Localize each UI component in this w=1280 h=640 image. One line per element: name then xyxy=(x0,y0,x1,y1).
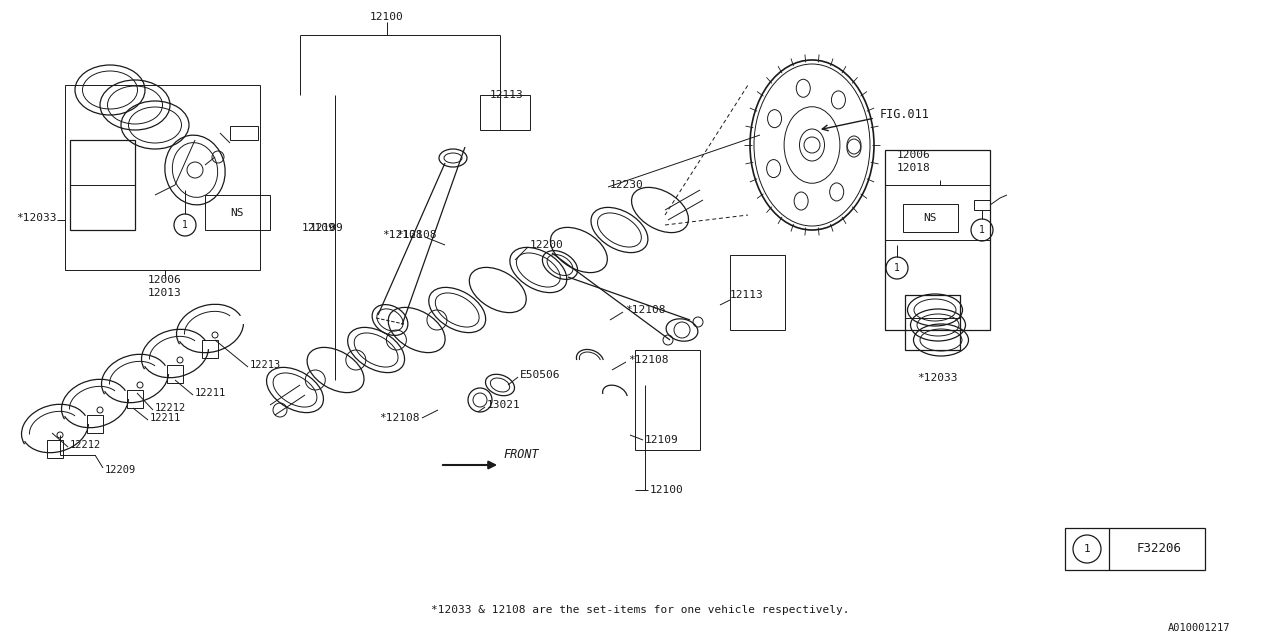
Bar xyxy=(1065,528,1204,570)
Text: 1: 1 xyxy=(1084,544,1091,554)
Text: 12013: 12013 xyxy=(148,288,182,298)
Bar xyxy=(127,390,143,408)
Bar xyxy=(884,150,989,330)
Text: 12200: 12200 xyxy=(530,240,563,250)
Text: 12209: 12209 xyxy=(105,465,136,475)
Text: 13021: 13021 xyxy=(486,400,521,410)
Bar xyxy=(166,365,183,383)
Bar xyxy=(47,440,63,458)
Text: 12213: 12213 xyxy=(250,360,282,370)
Text: 12100: 12100 xyxy=(650,485,684,495)
Bar xyxy=(905,295,960,350)
Text: 12006: 12006 xyxy=(897,150,931,160)
Text: 12113: 12113 xyxy=(490,90,524,100)
Text: 12109: 12109 xyxy=(301,223,335,233)
Text: 1: 1 xyxy=(893,263,900,273)
Bar xyxy=(70,140,134,230)
Bar xyxy=(635,350,700,450)
Bar xyxy=(205,195,270,230)
Bar xyxy=(202,340,218,358)
Text: 12018: 12018 xyxy=(897,163,931,173)
Text: FRONT: FRONT xyxy=(503,449,539,461)
Text: 1: 1 xyxy=(979,225,984,235)
Text: *12033 & 12108 are the set-items for one vehicle respectively.: *12033 & 12108 are the set-items for one… xyxy=(431,605,849,615)
Text: 12006: 12006 xyxy=(148,275,182,285)
Bar xyxy=(480,95,530,130)
Text: 12211: 12211 xyxy=(195,388,227,398)
Text: 12109: 12109 xyxy=(645,435,678,445)
Text: E50506: E50506 xyxy=(520,370,561,380)
Text: NS: NS xyxy=(923,213,937,223)
Bar xyxy=(87,415,102,433)
Text: A010001217: A010001217 xyxy=(1167,623,1230,633)
Text: 12100: 12100 xyxy=(370,12,404,22)
Bar xyxy=(974,200,989,210)
Text: *12033: *12033 xyxy=(17,213,58,223)
Bar xyxy=(902,204,957,232)
Text: 12230: 12230 xyxy=(611,180,644,190)
Text: *12108: *12108 xyxy=(383,230,422,240)
Text: *12033: *12033 xyxy=(916,373,957,383)
Text: 12212: 12212 xyxy=(70,440,101,450)
Text: 12109: 12109 xyxy=(310,223,344,233)
Text: *12108: *12108 xyxy=(379,413,420,423)
Bar xyxy=(65,85,260,270)
Text: 12113: 12113 xyxy=(730,290,764,300)
Text: NS: NS xyxy=(230,208,243,218)
Text: *12108: *12108 xyxy=(397,230,436,240)
Text: *12108: *12108 xyxy=(625,305,666,315)
Bar xyxy=(230,126,259,140)
Text: 1: 1 xyxy=(182,220,188,230)
Text: 12211: 12211 xyxy=(150,413,182,423)
Bar xyxy=(730,255,785,330)
Text: *12108: *12108 xyxy=(628,355,668,365)
Text: 12212: 12212 xyxy=(155,403,187,413)
Text: F32206: F32206 xyxy=(1137,543,1181,556)
Text: FIG.011: FIG.011 xyxy=(881,109,929,122)
